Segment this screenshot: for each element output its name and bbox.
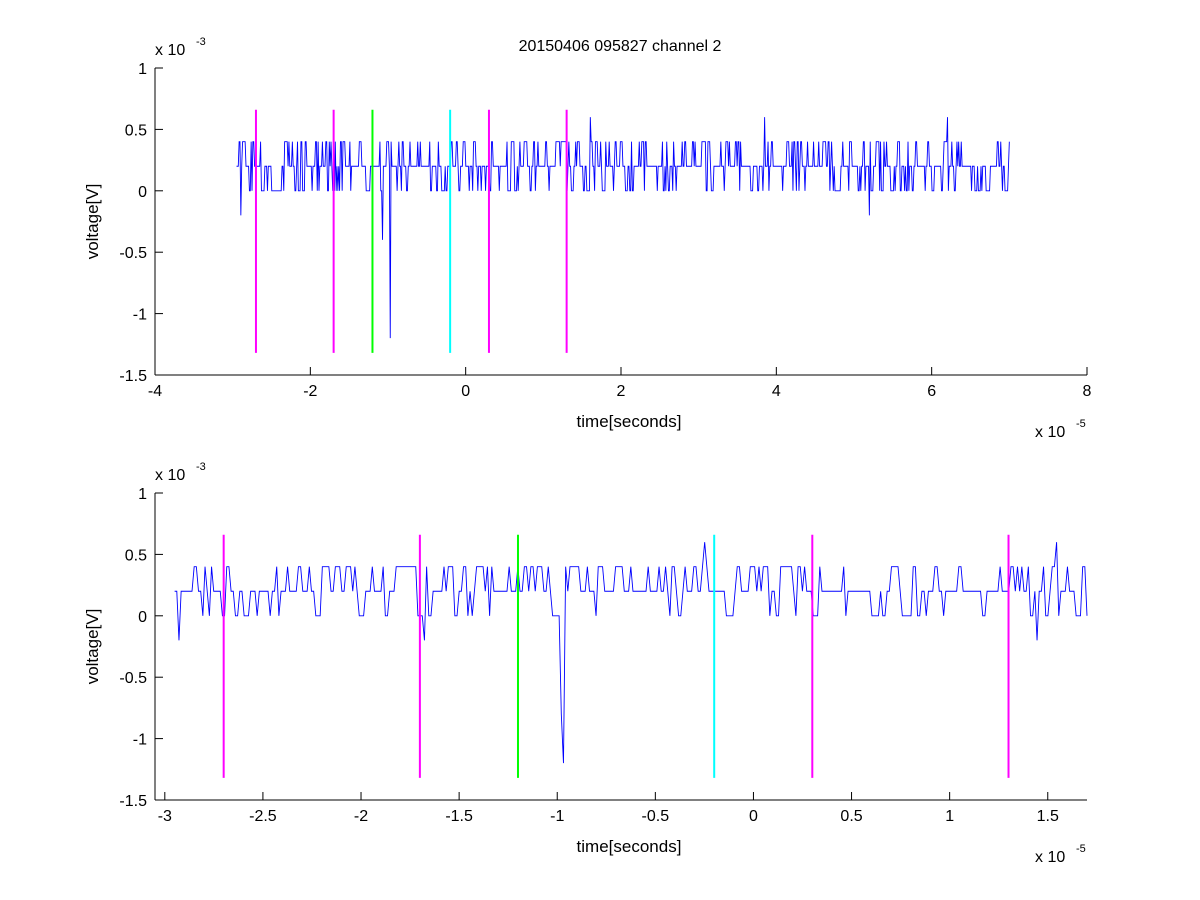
x-tick-label: -2 [303, 383, 317, 400]
x-tick-label: 1 [945, 808, 954, 825]
x-tick-label: 0.5 [840, 808, 862, 825]
y-exponent-value: -3 [196, 461, 206, 473]
x-tick-label: 1.5 [1037, 808, 1059, 825]
y-tick-label: -0.5 [119, 245, 147, 262]
x-tick-label: -2.5 [249, 808, 277, 825]
chart-title: 20150406 095827 channel 2 [519, 38, 722, 55]
x-exponent-label: x 10 [1035, 424, 1065, 441]
y-exponent-label: x 10 [155, 42, 185, 59]
x-tick-label: -1 [550, 808, 564, 825]
y-tick-label: 0.5 [125, 122, 147, 139]
y-tick-label: 0 [138, 609, 147, 626]
y-tick-label: 1 [138, 486, 147, 503]
x-exponent-label: x 10 [1035, 849, 1065, 866]
x-axis-label: time[seconds] [577, 412, 682, 431]
y-exponent-label: x 10 [155, 467, 185, 484]
y-tick-label: -1 [133, 732, 147, 749]
x-tick-label: 2 [617, 383, 626, 400]
y-axis-label: voltage[V] [83, 184, 102, 260]
y-exponent-value: -3 [196, 36, 206, 48]
bottom-plot: -3 -2.5 -2 -1.5 -1 -0.5 0 0.5 1 1.5 1 0.5 0 -0.5 -1 -1.… [83, 461, 1088, 866]
x-tick-label: 0 [749, 808, 758, 825]
x-exponent-value: -5 [1076, 418, 1086, 430]
x-axis-label: time[seconds] [577, 837, 682, 856]
y-tick-label: -1 [133, 307, 147, 324]
y-tick-label: 1 [138, 61, 147, 78]
x-tick-label: -4 [148, 383, 162, 400]
y-tick-label: 0.5 [125, 547, 147, 564]
x-tick-label: -0.5 [642, 808, 670, 825]
signal-trace [236, 117, 1010, 339]
y-tick-label: 0 [138, 184, 147, 201]
x-exponent-value: -5 [1076, 843, 1086, 855]
x-tick-label: -3 [158, 808, 172, 825]
signal-trace [174, 542, 1088, 764]
y-tick-label: -1.5 [119, 793, 147, 810]
x-tick-label: 0 [461, 383, 470, 400]
x-tick-label: 6 [927, 383, 936, 400]
y-tick-label: -0.5 [119, 670, 147, 687]
x-tick-label: 8 [1083, 383, 1092, 400]
y-axis-label: voltage[V] [83, 609, 102, 685]
x-tick-label: -1.5 [445, 808, 473, 825]
x-tick-label: 4 [772, 383, 781, 400]
x-tick-label: -2 [354, 808, 368, 825]
y-tick-label: -1.5 [119, 368, 147, 385]
top-plot: -4 -2 0 2 4 6 8 1 0.5 0 -0.5 -1 -1.5 time[seconds] vol… [83, 36, 1092, 441]
